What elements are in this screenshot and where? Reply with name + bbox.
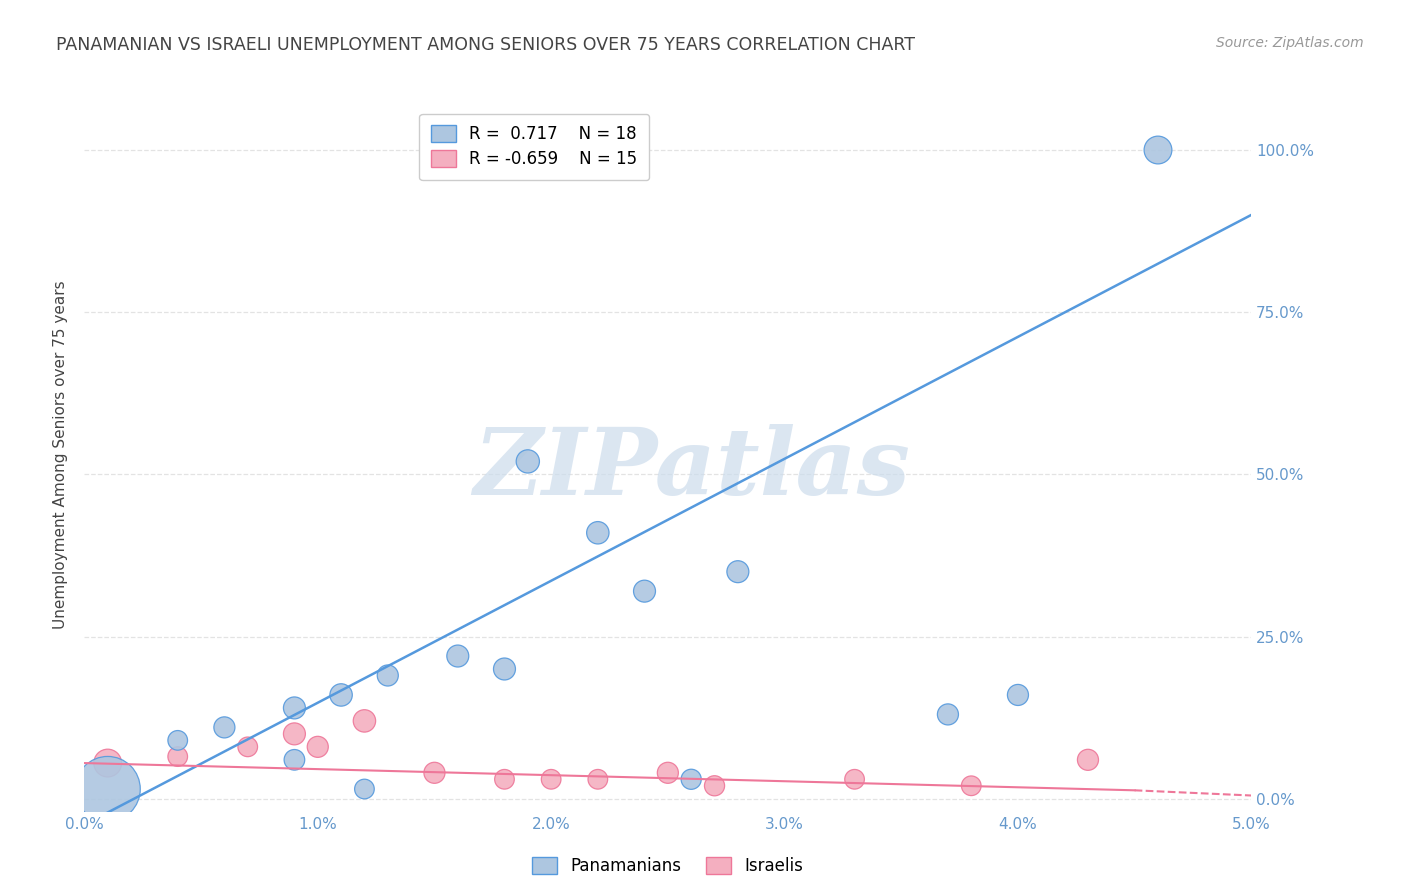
Point bbox=[447, 648, 470, 663]
Point bbox=[353, 782, 375, 797]
Point bbox=[703, 779, 725, 793]
Point bbox=[353, 714, 375, 728]
Point bbox=[166, 733, 188, 747]
Point bbox=[516, 454, 538, 468]
Text: PANAMANIAN VS ISRAELI UNEMPLOYMENT AMONG SENIORS OVER 75 YEARS CORRELATION CHART: PANAMANIAN VS ISRAELI UNEMPLOYMENT AMONG… bbox=[56, 36, 915, 54]
Point bbox=[423, 765, 446, 780]
Point bbox=[97, 782, 120, 797]
Y-axis label: Unemployment Among Seniors over 75 years: Unemployment Among Seniors over 75 years bbox=[53, 281, 69, 629]
Point bbox=[283, 701, 305, 715]
Point bbox=[494, 772, 516, 787]
Point bbox=[236, 739, 259, 754]
Point bbox=[330, 688, 353, 702]
Point bbox=[307, 739, 329, 754]
Point bbox=[586, 772, 609, 787]
Point bbox=[1077, 753, 1099, 767]
Point bbox=[657, 765, 679, 780]
Point bbox=[540, 772, 562, 787]
Point bbox=[1147, 143, 1170, 157]
Text: ZIPatlas: ZIPatlas bbox=[472, 425, 910, 514]
Point bbox=[727, 565, 749, 579]
Point bbox=[214, 720, 236, 734]
Point bbox=[936, 707, 959, 722]
Point bbox=[586, 525, 609, 540]
Point bbox=[681, 772, 703, 787]
Point bbox=[283, 727, 305, 741]
Point bbox=[960, 779, 983, 793]
Point bbox=[494, 662, 516, 676]
Point bbox=[844, 772, 866, 787]
Point bbox=[166, 749, 188, 764]
Point bbox=[97, 756, 120, 770]
Point bbox=[377, 668, 399, 682]
Point bbox=[633, 584, 655, 599]
Legend: Panamanians, Israelis: Panamanians, Israelis bbox=[526, 850, 810, 882]
Point bbox=[1007, 688, 1029, 702]
Text: Source: ZipAtlas.com: Source: ZipAtlas.com bbox=[1216, 36, 1364, 50]
Point bbox=[283, 753, 305, 767]
